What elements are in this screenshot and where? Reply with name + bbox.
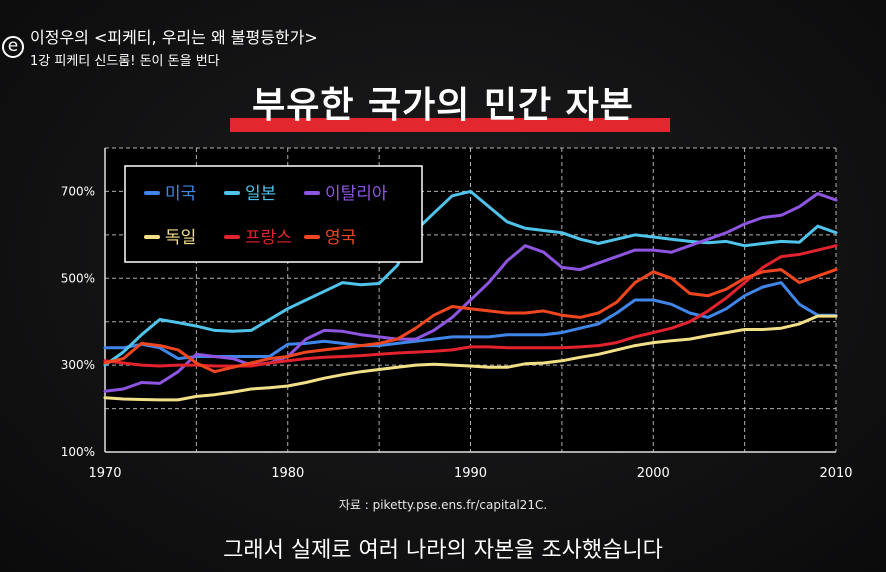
subtitle-caption: 그래서 실제로 여러 나라의 자본을 조사했습니다 (223, 538, 663, 563)
x-tick-label: 1970 (88, 466, 121, 481)
series-line-2 (103, 189, 838, 367)
title-underline (230, 118, 670, 132)
x-tick-label: 2010 (819, 466, 852, 481)
episode-title: 1강 피케티 신드롬! 돈이 돈을 번다 (30, 54, 220, 69)
series-line-6 (103, 268, 838, 374)
series-line-4 (103, 314, 838, 402)
legend-label: 이탈리아 (325, 184, 388, 204)
series-line-5 (103, 244, 838, 368)
series-line-3 (103, 192, 838, 393)
y-tick-label: 100% (61, 445, 95, 459)
y-tick-label: 500% (61, 271, 95, 285)
legend-box (124, 165, 423, 263)
legend-label: 일본 (245, 184, 276, 204)
channel-logo: e (2, 36, 24, 58)
page-title-text: 부유한 국가의 민간 자본 (252, 85, 634, 126)
page-title: 부유한 국가의 민간 자본 (0, 76, 886, 128)
legend-label: 독일 (165, 228, 196, 248)
x-tick-label: 2000 (637, 466, 670, 481)
legend-label: 미국 (165, 184, 196, 204)
x-tick-label: 1980 (271, 466, 304, 481)
x-tick-label: 1990 (454, 466, 487, 481)
source-note: 자료 : piketty.pse.ens.fr/capital21C. (338, 498, 548, 512)
legend-label: 영국 (325, 228, 356, 248)
series-title: 이정우의 <피케티, 우리는 왜 불평등한가> (30, 28, 318, 47)
y-tick-label: 300% (61, 358, 95, 372)
y-tick-label: 700% (61, 184, 95, 198)
legend-label: 프랑스 (245, 228, 292, 248)
